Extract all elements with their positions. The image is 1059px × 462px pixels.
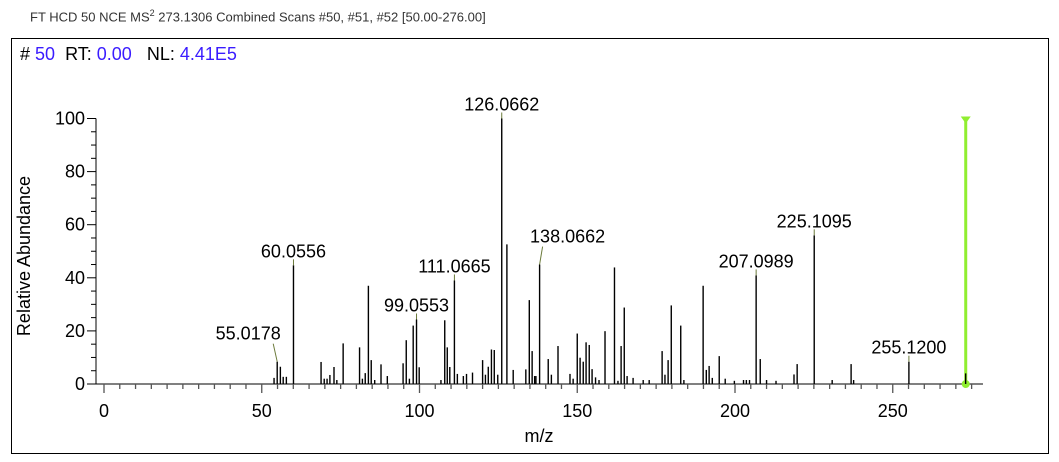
peak-label: 207.0989 xyxy=(719,251,794,271)
axes: 0 20 40 60 80 100 0 50 100 150 200 250 xyxy=(55,109,983,421)
peak-label: 55.0178 xyxy=(216,324,281,344)
y-tick-label: 100 xyxy=(55,109,85,129)
y-tick-label: 20 xyxy=(65,321,85,341)
peaks xyxy=(273,116,971,388)
peak-label: 111.0665 xyxy=(418,256,490,276)
x-tick-label: 150 xyxy=(562,401,592,421)
peak-label: 126.0662 xyxy=(464,95,539,115)
scan-number: 50 xyxy=(35,44,56,64)
nl-label: NL: xyxy=(146,44,175,64)
peak-label: 225.1095 xyxy=(777,211,852,231)
nl-value: 4.41E5 xyxy=(179,44,237,64)
x-tick-label: 100 xyxy=(404,401,434,421)
peak-label: 60.0556 xyxy=(261,241,326,261)
peak-labels: 55.0178 60.0556 99.0553 111.0665 126.0662 138… xyxy=(216,95,946,362)
peak-label-connector xyxy=(272,343,278,362)
rt-label: RT: xyxy=(65,44,92,64)
x-axis-label: m/z xyxy=(525,426,554,446)
x-tick-label: 250 xyxy=(878,401,908,421)
caption-suffix: 273.1306 Combined Scans #50, #51, #52 [5… xyxy=(154,9,486,25)
scan-info: # 50 RT: 0.00 NL: 4.41E5 xyxy=(20,44,237,65)
y-tick-label: 80 xyxy=(65,162,85,182)
y-tick-label: 0 xyxy=(75,374,85,394)
scan-label: # xyxy=(20,44,31,64)
spectrum-panel xyxy=(11,38,1049,454)
spectrum-caption: FT HCD 50 NCE MS2 273.1306 Combined Scan… xyxy=(30,8,486,24)
y-axis-label: Relative Abundance xyxy=(14,176,34,336)
peak-label: 99.0553 xyxy=(384,295,449,315)
x-tick-label: 200 xyxy=(720,401,750,421)
peak-label: 255.1200 xyxy=(871,338,946,358)
x-tick-label: 0 xyxy=(99,401,109,421)
precursor-marker-top xyxy=(960,116,971,124)
peak-label-connector xyxy=(539,246,544,265)
peak-label: 138.0662 xyxy=(530,227,605,247)
y-tick-label: 40 xyxy=(65,268,85,288)
y-tick-label: 60 xyxy=(65,215,85,235)
rt-value: 0.00 xyxy=(96,44,132,64)
x-tick-label: 50 xyxy=(252,401,272,421)
caption-prefix: FT HCD 50 NCE MS xyxy=(30,9,150,25)
caption-ms-level: 2 xyxy=(149,8,155,18)
